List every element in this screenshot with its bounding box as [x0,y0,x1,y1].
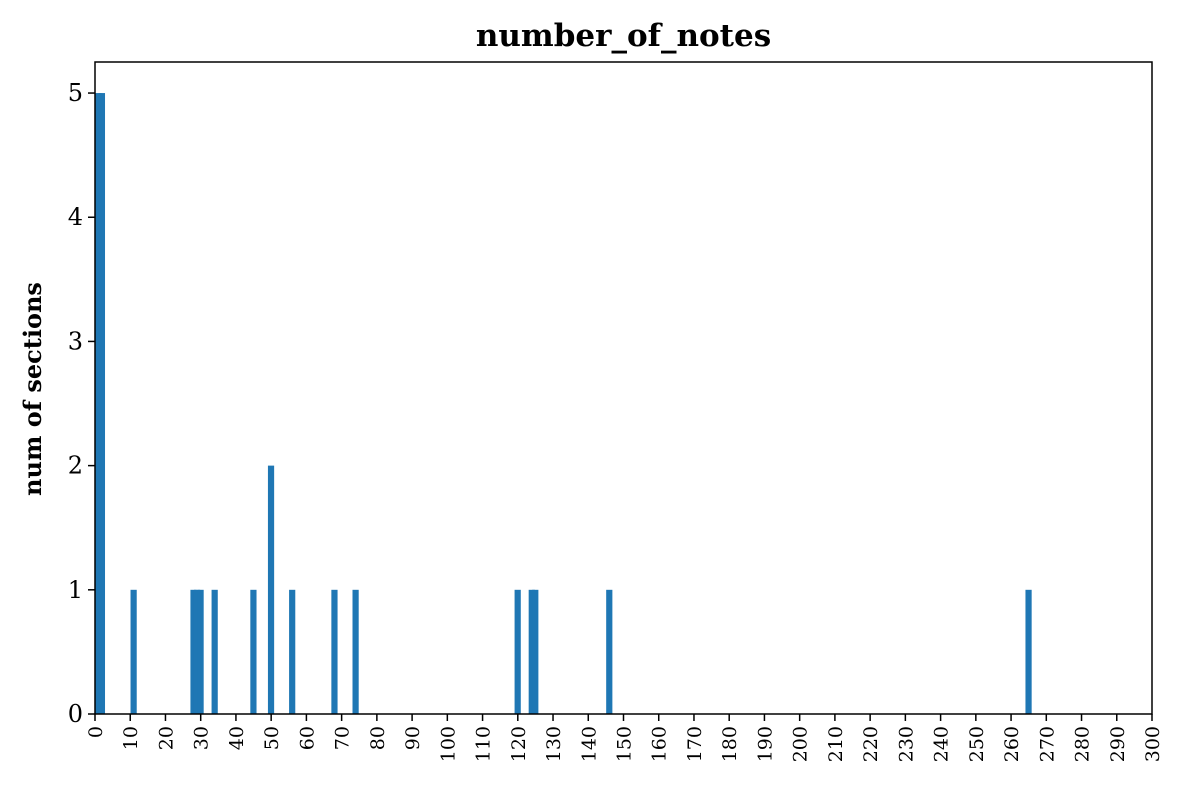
y-axis-label: num of sections [18,282,47,496]
bar [211,589,218,714]
x-tick-label: 300 [1142,726,1164,762]
chart-title: number_of_notes [476,18,771,54]
bar [331,589,338,714]
bars-group [95,93,1032,715]
bar [289,589,296,714]
x-tick-label: 210 [825,726,847,762]
x-tick-label: 0 [85,726,107,738]
x-tick-label: 240 [931,726,953,762]
y-tick-label: 5 [68,79,83,107]
bar [528,589,535,714]
x-tick-label: 270 [1036,726,1058,762]
x-tick-label: 230 [895,726,917,762]
x-tick-label: 50 [261,726,283,750]
x-tick-label: 160 [649,726,671,762]
bar [250,589,257,714]
x-tick-label: 80 [367,726,389,750]
x-tick-label: 120 [508,726,530,762]
x-tick-label: 150 [614,726,636,762]
y-axis-ticks: 0 1 2 3 4 5 [68,79,95,728]
x-tick-label: 90 [402,726,424,750]
x-axis-ticks: 0 10 20 30 40 50 60 70 80 90 100 110 120 130 140 150 160… [85,714,1164,762]
x-tick-label: 220 [860,726,882,762]
x-tick-label: 20 [155,726,177,750]
bar [267,465,275,714]
y-tick-label: 1 [68,576,83,604]
bar [98,93,106,715]
x-tick-label: 30 [191,726,213,750]
x-tick-label: 110 [473,726,495,762]
x-tick-label: 60 [296,726,318,750]
bar [193,589,201,714]
bar [190,589,197,714]
x-tick-label: 250 [966,726,988,762]
x-tick-label: 290 [1107,726,1129,762]
bar [1025,589,1032,714]
y-tick-label: 2 [68,452,83,480]
x-tick-label: 260 [1001,726,1023,762]
bar [514,589,521,714]
x-tick-label: 190 [754,726,776,762]
x-tick-label: 70 [332,726,354,750]
x-tick-label: 140 [578,726,600,762]
bar [130,589,137,714]
bar [352,589,359,714]
x-tick-label: 200 [790,726,812,762]
plot-frame [94,61,1153,715]
x-tick-label: 10 [120,726,142,750]
bar [197,589,204,714]
x-tick-label: 100 [437,726,459,762]
bar [532,589,539,714]
bar [606,589,613,714]
x-tick-label: 130 [543,726,565,762]
x-tick-label: 280 [1072,726,1094,762]
x-tick-label: 40 [226,726,248,750]
x-tick-label: 180 [719,726,741,762]
x-tick-label: 170 [684,726,706,762]
y-tick-label: 3 [68,327,83,355]
y-tick-label: 4 [68,203,83,231]
y-tick-label: 0 [68,700,83,728]
bar [95,93,102,715]
